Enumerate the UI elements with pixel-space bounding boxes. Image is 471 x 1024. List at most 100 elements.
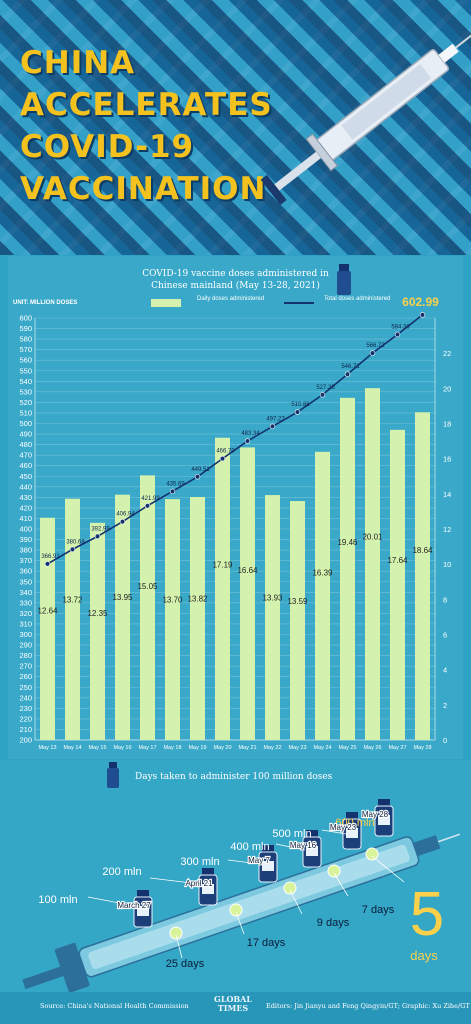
bar-value-label: 13.59 <box>287 597 308 606</box>
logo-line: GLOBAL <box>213 994 253 1004</box>
line-point <box>144 503 151 509</box>
y-tick-label-right: 22 <box>443 349 451 358</box>
bar-daily-doses <box>65 498 80 740</box>
bar-value-label: 20.01 <box>362 532 383 541</box>
line-point <box>369 350 376 356</box>
bar-value-label: 18.64 <box>412 546 433 555</box>
milestone-amount-label: 600 mln <box>335 817 374 829</box>
milestone-days-label: 25 days <box>166 958 205 970</box>
vial-icon <box>198 868 218 906</box>
y-tick-label-left: 470 <box>19 451 32 460</box>
vial-icon <box>342 812 362 850</box>
y-tick-label-left: 560 <box>19 356 32 365</box>
line-point <box>69 546 76 553</box>
vial-label <box>262 861 274 871</box>
y-tick-label-right: 12 <box>443 525 451 534</box>
vial-cap <box>306 830 318 837</box>
vial-cap <box>109 762 117 768</box>
x-tick-label: May 16 <box>113 745 131 751</box>
x-tick-label: May 22 <box>263 745 281 751</box>
line-point <box>394 331 401 338</box>
line-point <box>169 488 176 495</box>
y-tick-label-left: 420 <box>19 503 32 512</box>
bar-value-label: 15.05 <box>137 582 158 591</box>
title-line: COVID-19 <box>20 129 195 165</box>
line-point <box>119 518 126 525</box>
leader-line <box>175 934 183 959</box>
syringe-plunger-end <box>54 942 90 992</box>
line-value-label: 366.91 <box>41 554 60 560</box>
milestone-days-label: 17 days <box>247 937 286 949</box>
line-point <box>94 533 101 540</box>
y-tick-label-right: 14 <box>443 490 451 499</box>
line-total-doses <box>47 314 423 565</box>
milestone-date-label: May 23 <box>330 823 357 832</box>
header-banner: CHINA ACCELERATES COVID-19 VACCINATION <box>0 0 471 255</box>
milestone-dot <box>327 864 341 878</box>
bar-value-label: 13.72 <box>62 595 83 604</box>
bar-value-label: 12.64 <box>37 606 58 615</box>
y-tick-label-left: 530 <box>19 387 32 396</box>
vial-icon <box>302 830 322 868</box>
milestone-amount-label: 100 mln <box>38 894 77 906</box>
bar-value-label: 13.93 <box>262 593 283 602</box>
y-tick-label-left: 300 <box>19 630 32 639</box>
x-tick-label: May 25 <box>338 745 356 751</box>
line-value-label: 380.68 <box>66 539 85 545</box>
x-tick-label: May 19 <box>188 745 206 751</box>
bar-daily-doses <box>40 517 55 740</box>
title-line: ACCELERATES <box>20 87 273 123</box>
y-tick-label-left: 260 <box>19 672 32 681</box>
bar-value-label: 16.64 <box>237 566 258 575</box>
bar-daily-doses <box>240 447 255 740</box>
line-value-label: 566.72 <box>366 343 385 349</box>
bar-daily-doses <box>190 496 205 740</box>
syringe-icon <box>260 21 471 205</box>
milestone-dot <box>283 881 297 895</box>
x-tick-label: May 17 <box>138 745 156 751</box>
x-tick-label: May 27 <box>388 745 406 751</box>
y-tick-label-left: 590 <box>19 324 32 333</box>
vial-label <box>378 815 390 825</box>
footer-editors: Editors: Jin Jianyu and Feng Qingyin/GT;… <box>266 1002 470 1010</box>
legend-label-daily: Daily doses administered <box>197 296 265 302</box>
milestone-days-label: 9 days <box>317 917 350 929</box>
bar-daily-doses <box>340 397 355 740</box>
bar-daily-doses <box>90 522 105 740</box>
leader-line <box>149 877 201 885</box>
chart-legend: Daily doses administered Total doses adm… <box>151 293 411 313</box>
syringe-fill <box>88 844 410 969</box>
vial-icon <box>107 762 119 788</box>
y-tick-label-left: 240 <box>19 693 32 702</box>
footer: Source: China's National Health Commissi… <box>0 992 471 1024</box>
y-tick-label-left: 570 <box>19 345 32 354</box>
leader-line <box>275 843 306 851</box>
syringe-needle <box>437 833 461 843</box>
vial-cap <box>346 812 358 819</box>
vial-icon <box>374 799 394 837</box>
milestone-amount-label: 500 mln <box>272 828 311 840</box>
y-tick-label-right: 20 <box>443 384 451 393</box>
line-point <box>244 438 251 444</box>
leader-line <box>227 859 261 865</box>
line-value-label: 602.99 <box>402 295 439 309</box>
y-tick-label-right: 0 <box>443 736 447 745</box>
bar-value-label: 16.39 <box>312 569 333 578</box>
vial-label <box>137 906 149 916</box>
y-tick-label-left: 200 <box>19 736 32 745</box>
line-value-label: 497.27 <box>266 416 285 422</box>
line-value-label: 527.25 <box>316 385 335 391</box>
y-tick-label-right: 8 <box>443 595 447 604</box>
bar-daily-doses <box>415 412 430 740</box>
line-point <box>194 474 201 480</box>
line-value-label: 406.94 <box>116 512 135 518</box>
milestone-dot <box>229 903 243 917</box>
page-title: CHINA ACCELERATES COVID-19 VACCINATION <box>20 42 273 210</box>
x-tick-label: May 28 <box>413 745 431 751</box>
vial-icon <box>337 264 351 295</box>
y-tick-label-left: 230 <box>19 704 32 713</box>
title-line: CHINA <box>20 45 136 81</box>
y-tick-label-left: 270 <box>19 662 32 671</box>
vial-cap <box>378 799 390 806</box>
line-point <box>294 409 301 415</box>
